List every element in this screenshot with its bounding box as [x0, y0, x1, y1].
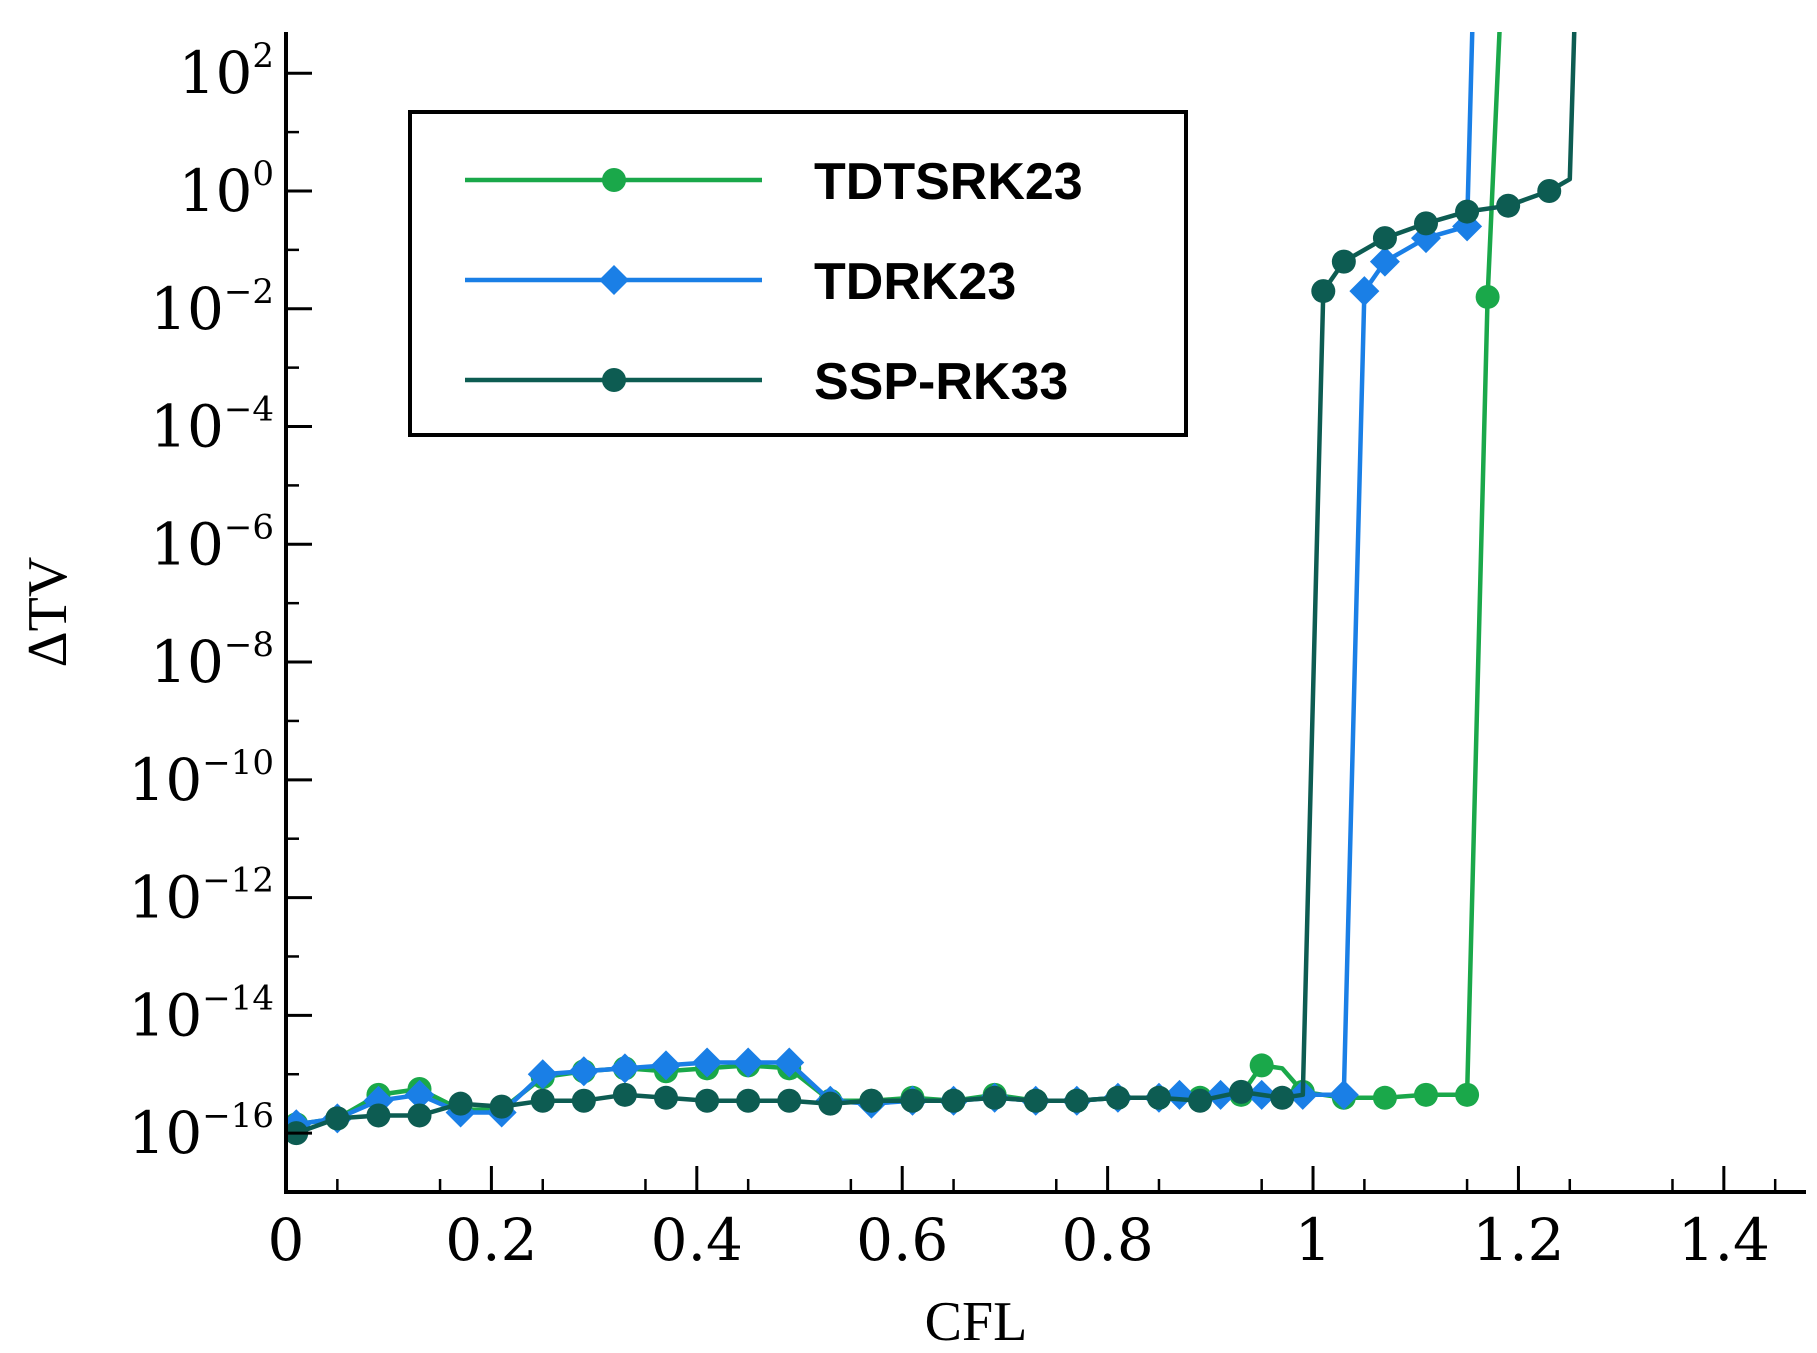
- data-point: [1270, 1085, 1295, 1110]
- x-tick-label: 0: [268, 1206, 305, 1274]
- y-tick-label: 102: [179, 36, 274, 107]
- y-axis-title: ΔTV: [17, 557, 79, 668]
- data-point: [859, 1088, 884, 1113]
- data-point: [736, 1088, 761, 1113]
- data-point: [527, 1059, 558, 1090]
- legend-marker: [599, 265, 629, 295]
- y-tick-exponent: 0: [252, 154, 274, 194]
- legend-label: TDRK23: [814, 253, 1016, 311]
- y-tick-exponent: −2: [224, 272, 274, 312]
- axes-layer: 0 0.2 0.4 0.6 0.8 1 1.2 1.410210010−210−410−610…: [17, 32, 1806, 1353]
- data-point: [448, 1091, 473, 1116]
- data-point: [489, 1094, 514, 1119]
- data-point: [1369, 246, 1400, 277]
- y-tick-base: 10: [128, 1099, 202, 1167]
- data-point: [407, 1103, 432, 1128]
- x-tick-label: 1: [1295, 1206, 1332, 1274]
- y-tick-label: 100: [179, 154, 274, 225]
- y-tick-label: 10−8: [150, 625, 274, 696]
- y-tick-base: 10: [150, 275, 224, 343]
- data-point: [404, 1079, 435, 1110]
- x-tick-label: 0.2: [445, 1206, 537, 1274]
- y-tick-base: 10: [128, 981, 202, 1049]
- x-tick-label: 0.6: [856, 1206, 948, 1274]
- data-point: [1349, 276, 1380, 307]
- data-point: [609, 1053, 640, 1084]
- data-point: [366, 1103, 391, 1128]
- y-tick-label: 10−14: [128, 978, 274, 1049]
- data-point: [1105, 1085, 1130, 1110]
- y-tick-label: 10−10: [128, 743, 274, 814]
- data-point: [774, 1047, 805, 1078]
- series-layer: [286, 32, 1577, 1146]
- data-point: [1023, 1088, 1048, 1113]
- y-tick-base: 10: [150, 393, 224, 461]
- x-tick-label: 1.2: [1472, 1206, 1564, 1274]
- data-point: [982, 1085, 1007, 1110]
- y-tick-exponent: −16: [202, 1096, 274, 1136]
- data-point: [1249, 1053, 1274, 1078]
- data-point: [571, 1088, 596, 1113]
- data-point: [692, 1047, 723, 1078]
- y-tick-exponent: −6: [224, 507, 274, 547]
- data-point: [1372, 1085, 1397, 1110]
- y-tick-label: 10−12: [128, 861, 274, 932]
- y-tick-exponent: −12: [202, 861, 274, 901]
- y-tick-label: 10−6: [150, 507, 274, 578]
- y-tick-label: 10−4: [150, 390, 274, 461]
- data-point: [1414, 211, 1438, 236]
- data-point: [941, 1088, 966, 1113]
- data-point: [1064, 1088, 1089, 1113]
- data-point: [1372, 226, 1397, 251]
- data-point: [1164, 1079, 1195, 1110]
- series-ssp-rk33: [286, 32, 1577, 1146]
- data-point: [1414, 1082, 1438, 1107]
- data-point: [1146, 1085, 1171, 1110]
- data-point: [1331, 249, 1356, 274]
- data-point: [530, 1088, 555, 1113]
- legend-marker: [602, 368, 626, 392]
- data-point: [1537, 178, 1562, 203]
- data-point: [654, 1085, 678, 1110]
- data-point: [900, 1088, 925, 1113]
- y-tick-exponent: −10: [202, 743, 274, 783]
- y-tick-base: 10: [179, 157, 253, 225]
- y-tick-base: 10: [150, 510, 224, 578]
- y-tick-exponent: −14: [202, 978, 274, 1018]
- data-point: [1475, 284, 1500, 309]
- y-tick-label: 10−2: [150, 272, 274, 343]
- data-point: [695, 1088, 720, 1113]
- y-tick-label: 10−16: [128, 1096, 274, 1167]
- data-point: [651, 1050, 681, 1081]
- data-point: [325, 1106, 350, 1131]
- x-tick-label: 0.4: [651, 1206, 743, 1274]
- y-tick-base: 10: [179, 39, 253, 107]
- y-tick-exponent: −4: [224, 390, 274, 430]
- legend-marker: [602, 168, 626, 192]
- data-point: [1455, 1082, 1480, 1107]
- data-point: [1311, 279, 1336, 304]
- x-tick-label: 0.8: [1061, 1206, 1153, 1274]
- y-tick-exponent: 2: [252, 36, 274, 76]
- x-tick-label: 1.4: [1678, 1206, 1770, 1274]
- data-point: [1328, 1079, 1359, 1110]
- data-point: [1188, 1088, 1213, 1113]
- y-tick-exponent: −8: [224, 625, 274, 665]
- y-tick-base: 10: [128, 864, 202, 932]
- data-point: [777, 1088, 802, 1113]
- legend: TDTSRK23 TDRK23 SSP-RK33: [408, 110, 1188, 437]
- data-point: [733, 1047, 764, 1078]
- y-tick-base: 10: [128, 746, 202, 814]
- data-point: [612, 1082, 637, 1107]
- y-tick-base: 10: [150, 628, 224, 696]
- data-point: [1455, 199, 1480, 224]
- legend-label: SSP-RK33: [814, 353, 1068, 411]
- data-point: [818, 1091, 843, 1116]
- legend-label: TDTSRK23: [814, 153, 1083, 211]
- data-point: [1229, 1079, 1254, 1104]
- x-axis-title: CFL: [925, 1291, 1028, 1353]
- data-point: [568, 1056, 599, 1087]
- data-point: [1496, 193, 1521, 218]
